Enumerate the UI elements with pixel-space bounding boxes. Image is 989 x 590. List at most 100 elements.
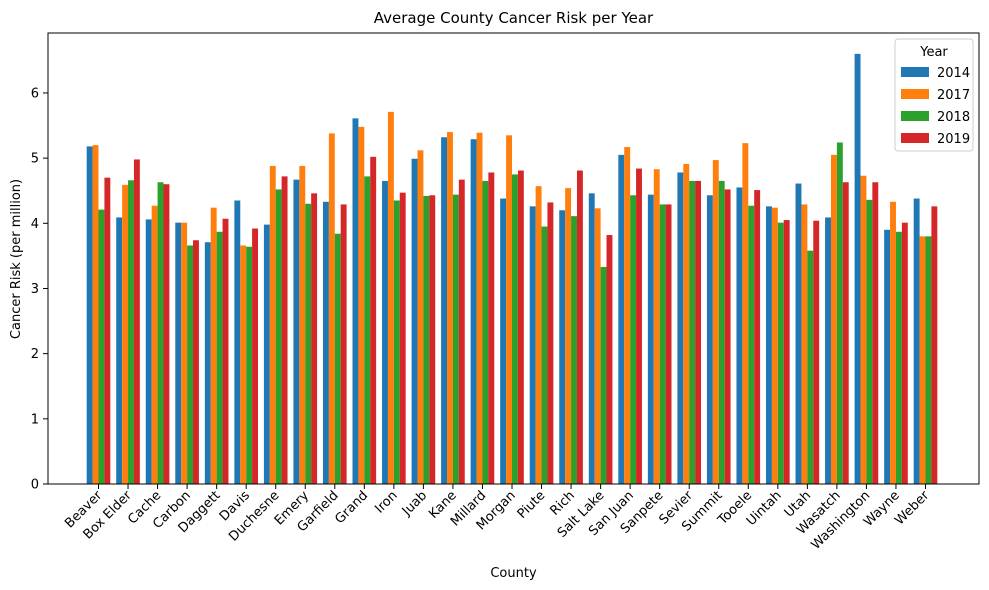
bar-2018-washington: [866, 199, 873, 484]
bar-2018-davis: [246, 246, 253, 484]
x-axis-title: County: [490, 566, 537, 581]
bar-2014-salt-lake: [588, 193, 595, 484]
bar-2018-iron: [393, 200, 400, 484]
bar-2017-washington: [860, 175, 867, 485]
bar-2019-washington: [872, 182, 879, 484]
bar-2014-morgan: [500, 198, 507, 485]
bar-2018-beaver: [98, 209, 105, 484]
bar-2018-sanpete: [659, 204, 666, 484]
bar-2014-davis: [234, 200, 241, 484]
bars-layer: [86, 53, 938, 485]
bar-2019-grand: [370, 156, 377, 484]
bar-2017-millard: [476, 132, 483, 484]
bar-2018-carbon: [187, 245, 194, 484]
bar-2018-millard: [482, 180, 489, 484]
bar-2018-weber: [925, 236, 932, 484]
bar-2019-wayne: [901, 222, 908, 484]
bar-2019-piute: [547, 202, 554, 484]
bar-2019-duchesne: [281, 176, 288, 484]
bar-2018-morgan: [512, 174, 518, 484]
bar-2018-emery: [305, 203, 312, 484]
legend-swatch-2019: [901, 133, 929, 143]
bar-2017-iron: [387, 111, 394, 485]
bar-2018-uintah: [777, 222, 784, 484]
bar-2014-cache: [145, 219, 152, 484]
y-tick-label: 0: [31, 478, 39, 493]
bar-2017-juab: [417, 150, 424, 484]
bar-2019-daggett: [222, 218, 229, 485]
bar-2017-sevier: [683, 164, 690, 484]
bar-2018-kane: [452, 194, 459, 484]
bar-2017-davis: [240, 245, 247, 484]
bar-2017-sanpete: [653, 169, 660, 484]
bar-2019-millard: [488, 172, 495, 484]
bar-2019-emery: [311, 193, 318, 484]
bar-2019-salt-lake: [606, 235, 613, 484]
bar-2019-beaver: [104, 177, 111, 484]
bar-2018-piute: [541, 226, 548, 484]
bar-2019-wasatch: [842, 182, 849, 484]
bar-2019-kane: [458, 179, 465, 484]
bar-2014-weber: [913, 198, 920, 485]
bar-2017-grand: [358, 126, 365, 484]
legend-swatch-2018: [901, 111, 929, 121]
bar-2019-garfield: [340, 204, 347, 484]
y-axis-title: Cancer Risk (per million): [9, 179, 24, 339]
bar-2014-rich: [559, 210, 566, 484]
bar-2018-juab: [423, 195, 430, 484]
y-tick-label: 2: [31, 347, 39, 362]
y-tick-label: 4: [31, 217, 39, 232]
bar-2017-cache: [151, 205, 158, 484]
bar-2017-kane: [447, 132, 453, 484]
bar-2017-beaver: [92, 145, 99, 484]
bar-2019-summit: [724, 189, 731, 485]
legend-label-2017: 2017: [937, 88, 970, 103]
bar-2018-wasatch: [836, 142, 843, 485]
bar-2014-iron: [382, 180, 388, 484]
bar-2014-garfield: [322, 201, 329, 485]
bar-2014-uintah: [766, 206, 772, 485]
legend-swatch-2014: [901, 67, 929, 77]
bar-2014-tooele: [736, 187, 743, 484]
bar-2019-tooele: [754, 190, 761, 484]
bar-2017-box-elder: [122, 184, 129, 484]
bar-2019-utah: [813, 220, 820, 484]
bar-2014-beaver: [86, 146, 93, 484]
bar-2018-daggett: [216, 231, 223, 484]
bar-2019-rich: [576, 170, 583, 484]
bar-2017-piute: [535, 186, 542, 484]
chart-title: Average County Cancer Risk per Year: [374, 9, 654, 27]
bar-2018-summit: [718, 180, 725, 484]
bar-2017-salt-lake: [594, 208, 601, 484]
bar-2018-wayne: [895, 231, 902, 484]
bar-2017-uintah: [771, 207, 778, 484]
bar-2014-utah: [795, 183, 802, 485]
bar-2014-sevier: [677, 172, 684, 484]
bar-2019-juab: [429, 195, 436, 484]
bar-2017-morgan: [506, 135, 512, 484]
legend-label-2019: 2019: [937, 132, 970, 147]
bar-2018-garfield: [334, 233, 341, 484]
bar-2019-san-juan: [636, 168, 642, 484]
bar-2014-daggett: [204, 242, 211, 484]
bar-2018-san-juan: [630, 195, 637, 484]
legend-swatch-2017: [901, 89, 929, 99]
bar-2017-garfield: [328, 133, 335, 484]
bar-2017-daggett: [210, 207, 217, 484]
bar-2017-weber: [919, 236, 926, 484]
bar-2014-carbon: [175, 222, 182, 484]
bar-2018-rich: [571, 216, 577, 484]
legend-label-2018: 2018: [937, 110, 970, 125]
bar-2017-duchesne: [269, 165, 276, 484]
bar-2014-duchesne: [263, 224, 270, 485]
bar-2017-summit: [712, 160, 719, 484]
bar-2018-sevier: [689, 180, 696, 484]
bar-2019-sevier: [695, 180, 702, 484]
bar-2014-emery: [293, 179, 300, 484]
bar-2014-piute: [529, 206, 536, 485]
bar-2019-iron: [399, 192, 406, 485]
bar-2014-juab: [411, 158, 418, 484]
bar-2019-morgan: [517, 170, 524, 484]
